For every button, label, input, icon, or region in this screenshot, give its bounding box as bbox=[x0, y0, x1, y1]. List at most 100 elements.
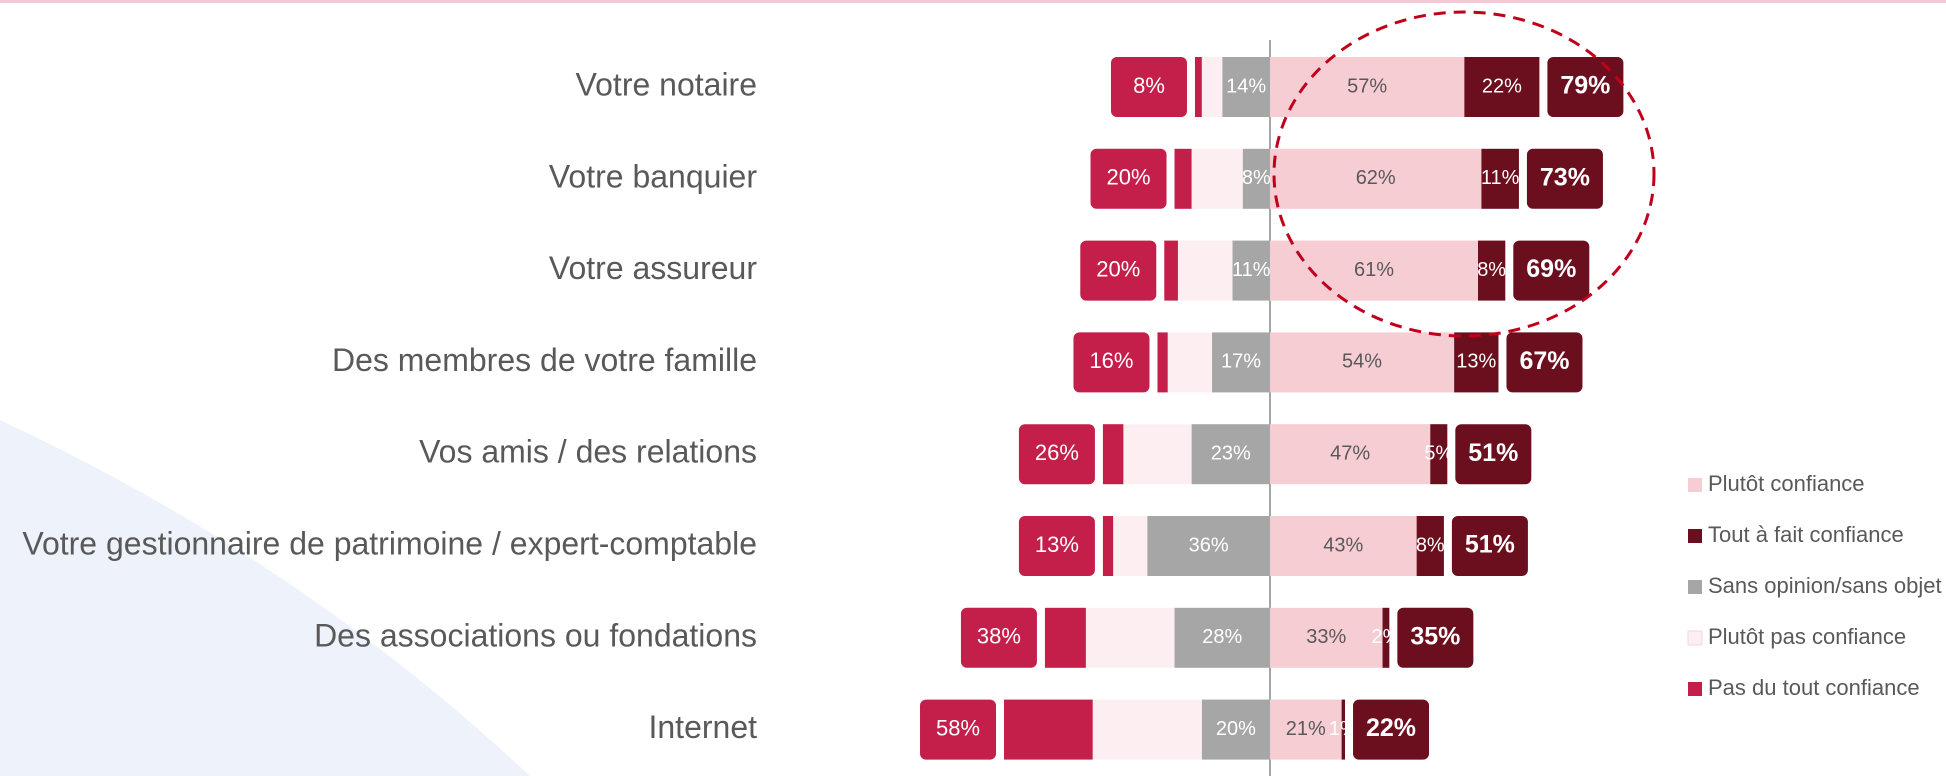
positive-total-label: 79% bbox=[1560, 72, 1610, 100]
negative-total-label: 38% bbox=[977, 624, 1021, 649]
segment-label: 36% bbox=[1189, 534, 1229, 556]
positive-total-box bbox=[1526, 148, 1603, 209]
bar-segment bbox=[1341, 699, 1346, 760]
bar-segment bbox=[1270, 607, 1383, 668]
bar-segment bbox=[1242, 148, 1270, 209]
bar-segment bbox=[1174, 148, 1192, 209]
segment-label: 43% bbox=[1323, 534, 1363, 556]
positive-total-box bbox=[1506, 332, 1583, 393]
positive-total-label: 73% bbox=[1540, 163, 1590, 191]
legend-swatch bbox=[1688, 478, 1702, 492]
segment-label: 47% bbox=[1330, 442, 1370, 464]
bar-segment bbox=[1270, 148, 1482, 209]
bar-segment bbox=[1270, 699, 1342, 760]
negative-total-box bbox=[960, 607, 1037, 668]
negative-total-label: 58% bbox=[936, 715, 980, 740]
segment-label: 2% bbox=[1371, 626, 1400, 648]
segment-label: 8% bbox=[1242, 167, 1271, 189]
bar-segment bbox=[1201, 57, 1223, 117]
segment-label: 62% bbox=[1356, 167, 1396, 189]
positive-total-box bbox=[1547, 57, 1624, 117]
legend-label: Plutôt confiance bbox=[1708, 471, 1865, 496]
bar-segment bbox=[1044, 607, 1086, 668]
negative-total-label: 16% bbox=[1089, 348, 1133, 373]
legend-label: Tout à fait confiance bbox=[1708, 522, 1904, 547]
negative-total-box bbox=[1073, 332, 1150, 393]
segment-label: 11% bbox=[1232, 259, 1271, 281]
category-label: Des membres de votre famille bbox=[332, 342, 757, 378]
bar-segment bbox=[1270, 424, 1431, 485]
positive-total-label: 51% bbox=[1465, 531, 1515, 559]
bar-segment bbox=[1085, 607, 1175, 668]
bar-segment bbox=[1270, 332, 1455, 393]
negative-total-label: 26% bbox=[1035, 440, 1079, 465]
bar-segment bbox=[1123, 424, 1192, 485]
negative-total-label: 20% bbox=[1106, 165, 1150, 190]
bar-segment bbox=[1167, 332, 1213, 393]
legend-label: Plutôt pas confiance bbox=[1708, 624, 1906, 649]
positive-total-box bbox=[1513, 240, 1590, 301]
positive-total-label: 22% bbox=[1366, 714, 1416, 742]
bar-segment bbox=[1102, 516, 1114, 576]
bar-segment bbox=[1194, 57, 1202, 117]
category-label: Internet bbox=[648, 709, 757, 745]
positive-total-box bbox=[1455, 424, 1532, 485]
segment-label: 13% bbox=[1456, 351, 1496, 373]
background-shape bbox=[0, 420, 530, 776]
segment-label: 28% bbox=[1202, 626, 1242, 648]
bar-segment bbox=[1092, 699, 1202, 760]
positive-total-box bbox=[1451, 516, 1528, 576]
segment-label: 61% bbox=[1354, 259, 1394, 281]
category-label: Des associations ou fondations bbox=[314, 617, 757, 653]
segment-label: 57% bbox=[1347, 75, 1387, 97]
segment-label: 5% bbox=[1424, 442, 1453, 464]
bar-segment bbox=[1430, 424, 1448, 485]
negative-total-box bbox=[1110, 57, 1187, 117]
bar-segment bbox=[1201, 699, 1270, 760]
highlight-circle bbox=[1272, 10, 1656, 338]
positive-total-label: 67% bbox=[1519, 347, 1569, 375]
bar-segment bbox=[1212, 332, 1270, 393]
positive-total-box bbox=[1397, 607, 1474, 668]
bar-segment bbox=[1464, 57, 1540, 117]
category-label: Votre gestionnaire de patrimoine / exper… bbox=[22, 525, 757, 561]
segment-label: 17% bbox=[1221, 351, 1261, 373]
category-label: Votre notaire bbox=[576, 66, 757, 102]
bar-segment bbox=[1416, 516, 1444, 576]
legend-label: Pas du tout confiance bbox=[1708, 675, 1920, 700]
legend-swatch bbox=[1688, 529, 1702, 543]
negative-total-box bbox=[1090, 148, 1167, 209]
bar-segment bbox=[1191, 148, 1243, 209]
legend-label: Sans opinion/sans objet bbox=[1708, 573, 1942, 598]
segment-label: 23% bbox=[1211, 442, 1251, 464]
bar-segment bbox=[1232, 240, 1270, 301]
bar-segment bbox=[1481, 148, 1519, 209]
bar-segment bbox=[1004, 699, 1093, 760]
positive-total-label: 35% bbox=[1410, 622, 1460, 650]
segment-label: 54% bbox=[1342, 351, 1382, 373]
negative-total-box bbox=[920, 699, 997, 760]
negative-total-label: 13% bbox=[1035, 532, 1079, 557]
segment-label: 33% bbox=[1306, 626, 1346, 648]
legend-swatch bbox=[1688, 580, 1702, 594]
top-border bbox=[0, 0, 1946, 3]
bar-segment bbox=[1177, 240, 1233, 301]
bar-segment bbox=[1113, 516, 1148, 576]
legend-swatch bbox=[1688, 682, 1702, 696]
negative-total-box bbox=[1018, 424, 1095, 485]
segment-label: 1% bbox=[1329, 718, 1358, 740]
segment-label: 21% bbox=[1286, 718, 1326, 740]
bar-segment bbox=[1270, 516, 1417, 576]
segment-label: 8% bbox=[1416, 534, 1445, 556]
bar-segment bbox=[1191, 424, 1270, 485]
category-label: Vos amis / des relations bbox=[419, 434, 757, 470]
legend-swatch bbox=[1687, 630, 1703, 646]
positive-total-box bbox=[1353, 699, 1430, 760]
bar-segment bbox=[1382, 607, 1390, 668]
bar-segment bbox=[1157, 332, 1168, 393]
segment-label: 22% bbox=[1482, 75, 1522, 97]
category-label: Votre banquier bbox=[549, 158, 758, 194]
negative-total-label: 20% bbox=[1096, 256, 1140, 281]
bar-segment bbox=[1147, 516, 1270, 576]
